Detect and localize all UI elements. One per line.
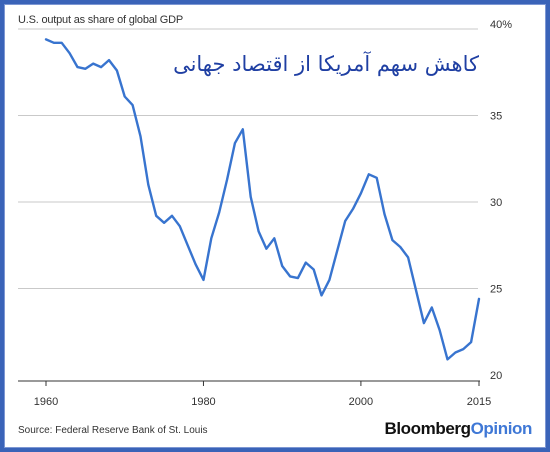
data-point-2004 — [391, 239, 393, 241]
data-point-2008 — [423, 322, 425, 324]
data-point-1978 — [187, 244, 189, 246]
data-point-1998 — [344, 220, 346, 222]
brand-logo: BloombergOpinion — [384, 419, 532, 439]
data-point-1988 — [265, 248, 267, 250]
x-tick-label-1980: 1980 — [191, 396, 215, 408]
data-point-2002 — [376, 177, 378, 179]
y-tick-label-40: 40% — [490, 19, 512, 31]
data-point-1994 — [313, 268, 315, 270]
x-tick-label-1960: 1960 — [34, 396, 58, 408]
y-tick-label-25: 25 — [490, 284, 502, 296]
data-point-1997 — [336, 249, 338, 251]
y-tick-label-35: 35 — [490, 111, 502, 123]
data-point-1973 — [147, 184, 149, 186]
data-point-2003 — [384, 213, 386, 215]
data-point-1995 — [321, 294, 323, 296]
data-point-1966 — [92, 63, 94, 65]
data-point-2014 — [470, 341, 472, 343]
data-point-1961 — [53, 42, 55, 44]
data-point-1969 — [116, 70, 118, 72]
data-point-1986 — [250, 196, 252, 198]
data-point-1965 — [84, 68, 86, 70]
data-point-1976 — [171, 215, 173, 217]
chart-title: کاهش سهم آمریکا از اقتصاد جهانی — [173, 52, 479, 76]
data-point-2006 — [407, 256, 409, 258]
data-point-1964 — [76, 66, 78, 68]
data-point-1963 — [69, 52, 71, 54]
data-point-1991 — [289, 275, 291, 277]
data-point-1999 — [352, 208, 354, 210]
data-point-2010 — [439, 329, 441, 331]
series-line-0 — [44, 38, 481, 361]
brand-secondary: Opinion — [470, 419, 533, 438]
data-point-1971 — [132, 104, 134, 106]
data-point-1972 — [139, 135, 141, 137]
data-point-1968 — [108, 59, 110, 61]
x-tick-label-2000: 2000 — [349, 396, 373, 408]
data-point-1987 — [258, 230, 260, 232]
data-point-1984 — [234, 142, 236, 144]
y-tick-label-30: 30 — [490, 197, 502, 209]
data-point-2011 — [447, 358, 449, 360]
data-point-2015 — [478, 298, 480, 300]
chart-subtitle: U.S. output as share of global GDP — [18, 14, 184, 26]
data-point-1979 — [195, 263, 197, 265]
data-point-1992 — [297, 277, 299, 279]
data-point-2005 — [399, 246, 401, 248]
data-point-1977 — [179, 225, 181, 227]
data-point-1967 — [100, 66, 102, 68]
data-point-1981 — [210, 237, 212, 239]
data-point-2013 — [462, 348, 464, 350]
y-tick-label-20: 20 — [490, 370, 502, 382]
data-point-2009 — [431, 307, 433, 309]
data-point-1985 — [242, 128, 244, 130]
data-point-2001 — [368, 173, 370, 175]
data-point-1993 — [305, 262, 307, 264]
data-point-2012 — [454, 352, 456, 354]
data-point-2007 — [415, 289, 417, 291]
data-point-1975 — [163, 222, 165, 224]
data-point-1980 — [202, 279, 204, 281]
data-point-1970 — [124, 95, 126, 97]
data-point-1983 — [226, 179, 228, 181]
x-tick-label-2015: 2015 — [467, 396, 491, 408]
data-point-2000 — [360, 192, 362, 194]
data-point-1982 — [218, 211, 220, 213]
data-point-1962 — [61, 42, 63, 44]
data-point-1974 — [155, 215, 157, 217]
data-point-1990 — [281, 265, 283, 267]
data-point-1989 — [273, 237, 275, 239]
brand-primary: Bloomberg — [384, 419, 471, 438]
data-point-1996 — [328, 279, 330, 281]
data-point-1960 — [45, 38, 47, 40]
source-note: Source: Federal Reserve Bank of St. Loui… — [18, 425, 208, 436]
